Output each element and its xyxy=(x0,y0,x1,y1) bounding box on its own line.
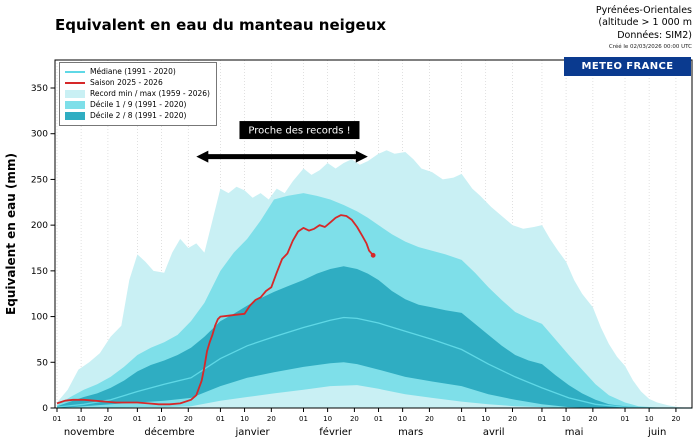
annotation-label: Proche des records ! xyxy=(248,126,350,137)
x-tick-label: 10 xyxy=(323,415,332,423)
season-line xyxy=(56,214,376,406)
x-tick-label: 20 xyxy=(184,415,193,423)
decile-2-8-band xyxy=(57,266,692,408)
season-line-swatch xyxy=(65,81,85,84)
season-end-marker xyxy=(370,252,376,258)
month-label: mars xyxy=(398,427,423,438)
median-line-swatch xyxy=(65,70,85,73)
annotation: Proche des records ! xyxy=(196,121,368,163)
legend-item-mediane: Médiane (1991 - 2020) xyxy=(65,66,210,77)
x-tick-label: 01 xyxy=(216,415,225,423)
legend-item-saison: Saison 2025 - 2026 xyxy=(65,77,210,88)
y-tick-label: 200 xyxy=(31,221,48,231)
x-tick-label: 10 xyxy=(398,415,407,423)
y-tick-label: 150 xyxy=(31,267,48,277)
y-tick-label: 300 xyxy=(31,130,48,140)
chart-title: Equivalent en eau du manteau neigeux xyxy=(55,16,387,34)
x-tick-label: 01 xyxy=(374,415,383,423)
x-tick-label: 20 xyxy=(671,415,680,423)
x-tick-label: 01 xyxy=(621,415,630,423)
chart-legend: Médiane (1991 - 2020) Saison 2025 - 2026… xyxy=(59,62,217,126)
x-tick-label: 01 xyxy=(457,415,466,423)
x-tick-label: 20 xyxy=(103,415,112,423)
legend-label: Décile 2 / 8 (1991 - 2020) xyxy=(90,111,187,120)
legend-label: Saison 2025 - 2026 xyxy=(90,78,163,87)
month-label: février xyxy=(319,426,353,438)
x-tick-label: 10 xyxy=(645,415,654,423)
x-tick-label: 01 xyxy=(537,415,546,423)
x-tick-label: 10 xyxy=(481,415,490,423)
meteo-france-badge: METEO FRANCE xyxy=(564,57,691,76)
x-tick-label: 20 xyxy=(350,415,359,423)
legend-item-decile28: Décile 2 / 8 (1991 - 2020) xyxy=(65,110,210,121)
y-axis-label: Equivalent en eau (mm) xyxy=(4,153,18,315)
month-label: juin xyxy=(647,427,666,438)
y-tick-label: 250 xyxy=(31,175,48,185)
x-tick-label: 10 xyxy=(240,415,249,423)
arrow-head-right xyxy=(355,150,368,163)
legend-item-decile19: Décile 1 / 9 (1991 - 2020) xyxy=(65,99,210,110)
created-timestamp: Créé le 02/03/2026 00:00 UTC xyxy=(608,44,692,51)
y-axis: 0 50 100 150 200 250 300 350 Equivalent en eau (… xyxy=(4,84,55,414)
month-label: mai xyxy=(565,427,584,438)
x-tick-label: 01 xyxy=(53,415,62,423)
median-line xyxy=(56,316,692,409)
x-tick-label: 10 xyxy=(77,415,86,423)
legend-label: Médiane (1991 - 2020) xyxy=(90,67,176,76)
month-label: décembre xyxy=(144,426,194,438)
x-tick-label: 20 xyxy=(508,415,517,423)
plot-area xyxy=(54,59,693,409)
altitude-label: (altitude > 1 000 m xyxy=(598,17,692,29)
month-label: janvier xyxy=(234,427,270,438)
legend-item-record: Record min / max (1959 - 2026) xyxy=(65,88,210,99)
x-tick-label: 10 xyxy=(562,415,571,423)
x-tick-label: 01 xyxy=(299,415,308,423)
x-tick-label: 20 xyxy=(267,415,276,423)
decile-2-8-swatch xyxy=(65,111,85,120)
annotation-box xyxy=(239,121,360,140)
arrow-head-left xyxy=(196,150,209,163)
y-tick-label: 100 xyxy=(31,313,48,323)
y-tick-label: 0 xyxy=(42,404,48,414)
legend-label: Décile 1 / 9 (1991 - 2020) xyxy=(90,100,187,109)
legend-label: Record min / max (1959 - 2026) xyxy=(90,89,210,98)
x-tick-label: 10 xyxy=(157,415,166,423)
x-tick-label: 20 xyxy=(425,415,434,423)
month-label: avril xyxy=(483,427,505,438)
plot-frame xyxy=(54,59,693,409)
y-tick-label: 50 xyxy=(37,358,49,368)
x-tick-label: 01 xyxy=(133,415,142,423)
decile-1-9-swatch xyxy=(65,100,85,109)
month-label: novembre xyxy=(64,427,115,438)
data-source-label: Données: SIM2) xyxy=(617,29,692,41)
x-tick-label: 20 xyxy=(588,415,597,423)
chart-meta: Pyrénées-Orientales (altitude > 1 000 m … xyxy=(596,5,692,51)
record-band-swatch xyxy=(65,89,85,98)
region-label: Pyrénées-Orientales xyxy=(595,5,692,16)
y-tick-label: 350 xyxy=(31,84,48,94)
